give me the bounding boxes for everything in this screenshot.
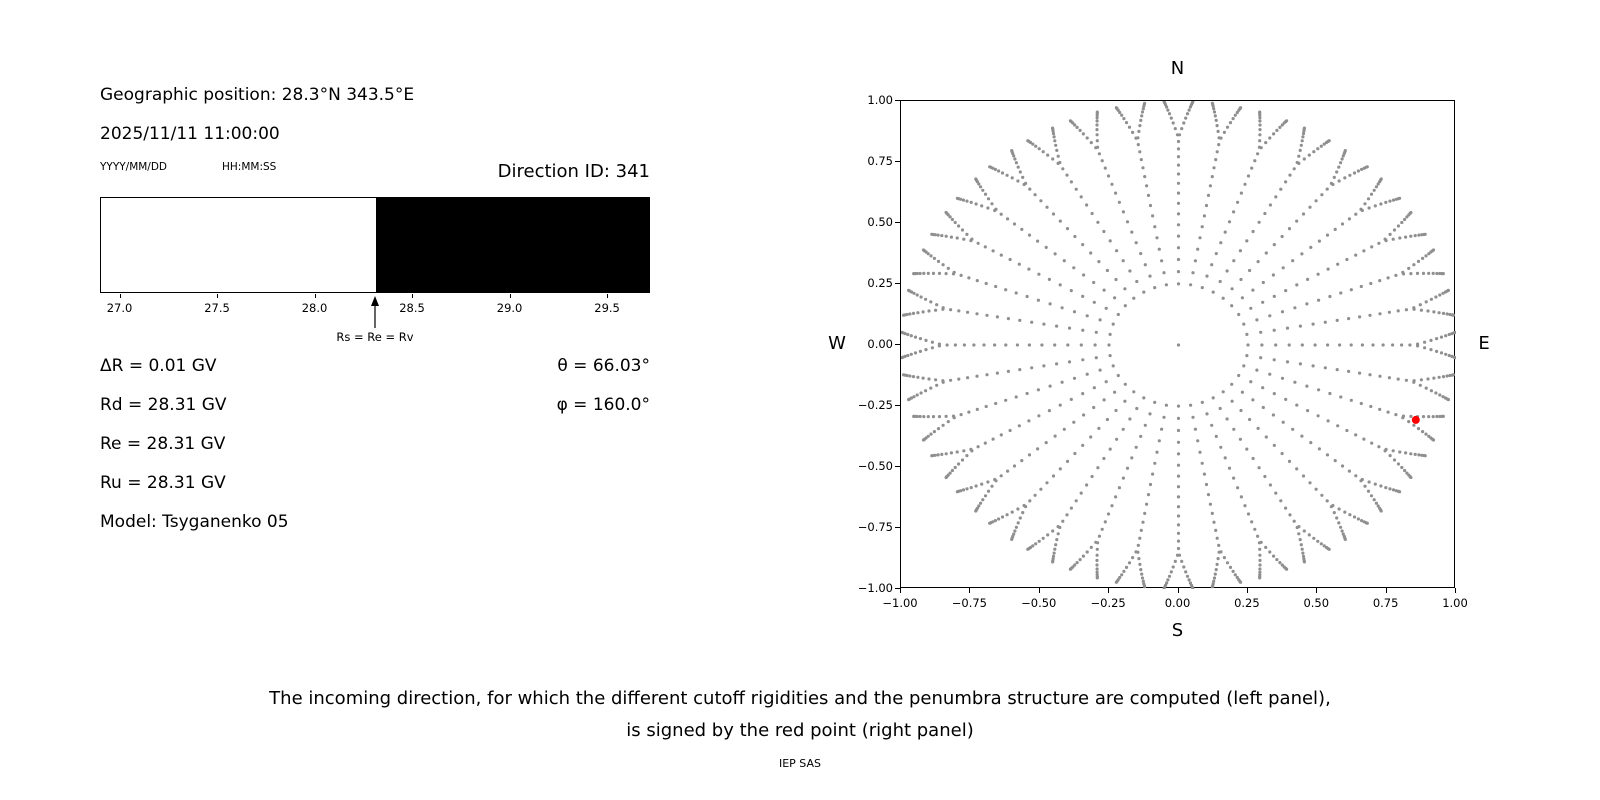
cutoff-arrow-icon xyxy=(371,296,379,328)
direction-id: Direction ID: 341 xyxy=(497,161,650,182)
y-tick-label: 1.00 xyxy=(867,93,893,107)
penumbra-tick-mark xyxy=(607,294,609,298)
y-tick-mark xyxy=(895,527,900,528)
stat-delta-r: ΔR = 0.01 GV xyxy=(100,356,217,376)
x-tick-mark xyxy=(1108,588,1110,593)
compass-west-label: W xyxy=(828,333,846,354)
x-tick-mark xyxy=(900,588,901,593)
penumbra-tick-label: 28.5 xyxy=(399,301,425,315)
x-tick-label: −0.50 xyxy=(1021,596,1057,610)
compass-east-label: E xyxy=(1478,333,1490,354)
y-tick-label: −0.75 xyxy=(857,520,893,534)
y-tick-mark xyxy=(895,161,900,162)
credit-label: IEP SAS xyxy=(778,757,822,770)
x-tick-mark xyxy=(1316,588,1318,593)
penumbra-region xyxy=(101,198,376,292)
x-tick-mark xyxy=(1177,588,1179,593)
stat-theta: θ = 66.03° xyxy=(557,356,650,376)
x-tick-mark xyxy=(1038,588,1040,593)
x-tick-label: 0.50 xyxy=(1303,596,1330,610)
y-tick-mark xyxy=(895,100,900,101)
x-tick-mark xyxy=(1246,588,1248,593)
y-tick-label: −0.50 xyxy=(857,459,893,473)
x-tick-label: 0.75 xyxy=(1372,596,1399,610)
y-tick-label: 0.25 xyxy=(867,276,893,290)
penumbra-tick-mark xyxy=(412,294,414,298)
x-tick-mark xyxy=(969,588,971,593)
penumbra-tick-mark xyxy=(119,294,121,298)
y-tick-label: 0.00 xyxy=(867,337,893,351)
x-tick-label: 0.00 xyxy=(1164,596,1191,610)
y-tick-mark xyxy=(895,283,900,284)
compass-north-label: N xyxy=(1170,58,1185,79)
penumbra-tick-label: 28.0 xyxy=(301,301,328,315)
penumbra-tick-label: 29.5 xyxy=(594,301,620,315)
y-tick-mark xyxy=(895,405,900,406)
penumbra-tick-mark xyxy=(509,294,511,298)
y-tick-label: −1.00 xyxy=(857,581,893,595)
penumbra-tick-mark xyxy=(314,294,316,298)
date-format-label: YYYY/MM/DD xyxy=(100,161,168,173)
time-format-label: HH:MM:SS xyxy=(222,161,277,173)
geographic-position: Geographic position: 28.3°N 343.5°E xyxy=(100,85,415,105)
y-tick-label: −0.25 xyxy=(857,398,893,412)
x-tick-label: 1.00 xyxy=(1442,596,1468,610)
direction-plot xyxy=(900,100,1457,590)
penumbra-bar xyxy=(100,197,650,293)
x-tick-label: −1.00 xyxy=(882,596,918,610)
penumbra-tick-label: 27.5 xyxy=(204,301,230,315)
stat-re: Re = 28.31 GV xyxy=(100,434,226,454)
x-tick-mark xyxy=(1385,588,1387,593)
stat-phi: φ = 160.0° xyxy=(556,395,650,415)
model-label: Model: Tsyganenko 05 xyxy=(100,512,289,532)
stat-ru: Ru = 28.31 GV xyxy=(100,473,226,493)
red-point xyxy=(1411,415,1420,424)
y-tick-mark xyxy=(895,222,900,223)
x-tick-label: −0.25 xyxy=(1090,596,1126,610)
penumbra-tick-label: 27.0 xyxy=(106,301,133,315)
x-tick-label: 0.25 xyxy=(1234,596,1260,610)
cutoff-arrow-label: Rs = Re = Rv xyxy=(336,330,414,344)
x-tick-label: −0.75 xyxy=(951,596,987,610)
datetime-value: 2025/11/11 11:00:00 xyxy=(100,124,280,144)
caption-line-2: is signed by the red point (right panel) xyxy=(626,720,974,741)
direction-plot-svg xyxy=(900,100,1457,590)
stat-rd: Rd = 28.31 GV xyxy=(100,395,227,415)
y-tick-mark xyxy=(895,466,900,467)
compass-south-label: S xyxy=(1171,620,1184,641)
y-tick-label: 0.50 xyxy=(867,215,893,229)
penumbra-tick-label: 29.0 xyxy=(496,301,523,315)
penumbra-region xyxy=(376,198,649,292)
caption-line-1: The incoming direction, for which the di… xyxy=(269,688,1331,709)
x-tick-mark xyxy=(1455,588,1456,593)
y-tick-mark xyxy=(895,588,900,589)
y-tick-label: 0.75 xyxy=(867,154,893,168)
penumbra-tick-labels: 27.0 27.5 28.0 28.5 29.0 29.5 xyxy=(100,294,650,318)
y-tick-mark xyxy=(895,344,900,345)
penumbra-tick-mark xyxy=(217,294,219,298)
